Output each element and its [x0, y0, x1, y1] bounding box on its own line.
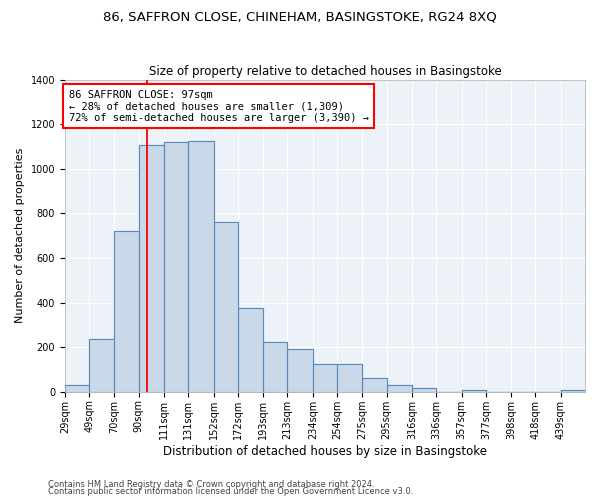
Text: Contains HM Land Registry data © Crown copyright and database right 2024.: Contains HM Land Registry data © Crown c…	[48, 480, 374, 489]
Title: Size of property relative to detached houses in Basingstoke: Size of property relative to detached ho…	[149, 66, 502, 78]
Text: 86, SAFFRON CLOSE, CHINEHAM, BASINGSTOKE, RG24 8XQ: 86, SAFFRON CLOSE, CHINEHAM, BASINGSTOKE…	[103, 10, 497, 23]
Y-axis label: Number of detached properties: Number of detached properties	[15, 148, 25, 324]
X-axis label: Distribution of detached houses by size in Basingstoke: Distribution of detached houses by size …	[163, 444, 487, 458]
Text: Contains public sector information licensed under the Open Government Licence v3: Contains public sector information licen…	[48, 487, 413, 496]
Text: 86 SAFFRON CLOSE: 97sqm
← 28% of detached houses are smaller (1,309)
72% of semi: 86 SAFFRON CLOSE: 97sqm ← 28% of detache…	[68, 90, 368, 123]
